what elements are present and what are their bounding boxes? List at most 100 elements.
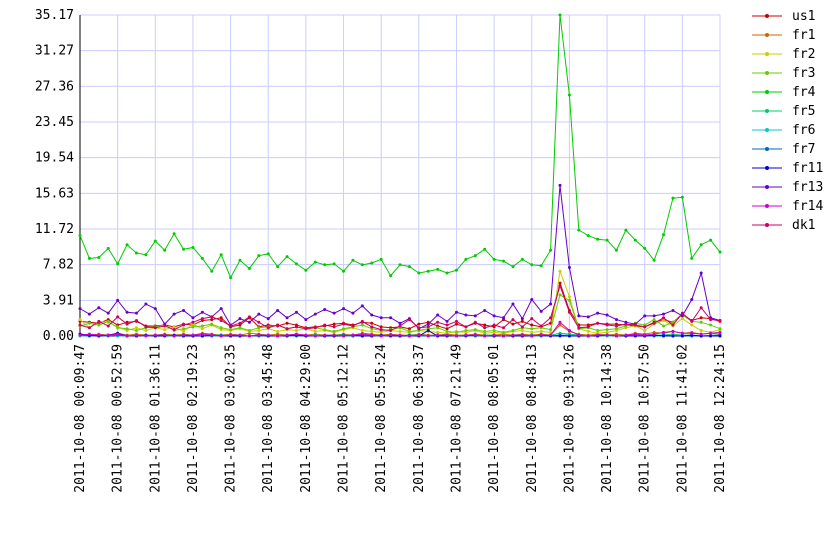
data-point: [106, 333, 110, 337]
data-point: [87, 312, 91, 316]
data-point: [200, 317, 204, 321]
data-point: [492, 333, 496, 337]
legend-dot: [765, 109, 769, 113]
data-point: [370, 325, 374, 329]
data-point: [210, 315, 214, 319]
data-point: [445, 271, 449, 275]
data-point: [511, 333, 515, 337]
data-point: [200, 310, 204, 314]
data-point: [652, 332, 656, 336]
data-point: [266, 333, 270, 337]
data-point: [473, 328, 477, 332]
data-point: [520, 317, 524, 321]
data-point: [483, 334, 487, 338]
data-point: [238, 326, 242, 330]
y-tick-label: 7.82: [43, 258, 74, 273]
data-point: [539, 264, 543, 268]
data-point: [200, 327, 204, 331]
data-point: [530, 297, 534, 301]
data-point: [163, 324, 167, 328]
data-point: [87, 256, 91, 260]
data-point: [426, 269, 430, 273]
data-point: [153, 326, 157, 330]
data-point: [332, 322, 336, 326]
data-point: [511, 318, 515, 322]
data-point: [492, 329, 496, 333]
data-point: [558, 13, 562, 17]
data-point: [360, 319, 364, 323]
data-point: [718, 334, 722, 338]
data-point: [624, 333, 628, 337]
data-point: [257, 312, 261, 316]
data-point: [520, 319, 524, 323]
y-tick-label: 3.91: [43, 293, 74, 308]
legend-dot: [765, 204, 769, 208]
data-point: [323, 328, 327, 332]
data-point: [699, 320, 703, 324]
legend-label: fr3: [792, 66, 815, 81]
data-point: [671, 329, 675, 333]
data-point: [586, 315, 590, 319]
data-point: [332, 325, 336, 329]
data-point: [379, 257, 383, 261]
data-point: [530, 263, 534, 267]
data-point: [473, 333, 477, 337]
legend-dot: [765, 71, 769, 75]
data-point: [558, 293, 562, 297]
data-point: [182, 308, 186, 312]
data-point: [106, 319, 110, 323]
data-point: [182, 247, 186, 251]
data-point: [200, 256, 204, 260]
data-point: [567, 310, 571, 314]
y-tick-label: 35.17: [35, 8, 74, 23]
data-point: [134, 318, 138, 322]
data-point: [690, 323, 694, 327]
data-point: [586, 334, 590, 338]
data-point: [407, 334, 411, 338]
legend-dot: [765, 223, 769, 227]
data-point: [342, 307, 346, 311]
data-point: [643, 314, 647, 318]
data-point: [342, 334, 346, 338]
data-point: [445, 329, 449, 333]
data-point: [596, 311, 600, 315]
data-point: [266, 326, 270, 330]
data-point: [370, 321, 374, 325]
legend-dot: [765, 147, 769, 151]
data-point: [643, 329, 647, 333]
data-point: [643, 246, 647, 250]
data-point: [680, 311, 684, 315]
data-point: [718, 318, 722, 322]
data-point: [360, 329, 364, 333]
data-point: [614, 248, 618, 252]
data-point: [398, 333, 402, 337]
data-point: [426, 334, 430, 338]
data-point: [624, 322, 628, 326]
data-point: [144, 325, 148, 329]
data-point: [191, 320, 195, 324]
data-point: [106, 311, 110, 315]
data-point: [200, 332, 204, 336]
data-point: [567, 334, 571, 338]
x-tick-label: 2011-10-08 10:57:50: [638, 344, 653, 493]
data-point: [134, 329, 138, 333]
data-point: [520, 257, 524, 261]
data-point: [436, 313, 440, 317]
data-point: [285, 316, 289, 320]
data-point: [398, 321, 402, 325]
data-point: [163, 248, 167, 252]
data-point: [134, 311, 138, 315]
data-point: [464, 333, 468, 337]
data-point: [652, 314, 656, 318]
data-point: [116, 315, 120, 319]
data-point: [389, 274, 393, 278]
data-point: [709, 238, 713, 242]
data-point: [407, 265, 411, 269]
data-point: [511, 302, 515, 306]
data-point: [276, 329, 280, 333]
data-point: [662, 324, 666, 328]
x-tick-label: 2011-10-08 02:19:23: [186, 344, 201, 493]
data-point: [596, 329, 600, 333]
